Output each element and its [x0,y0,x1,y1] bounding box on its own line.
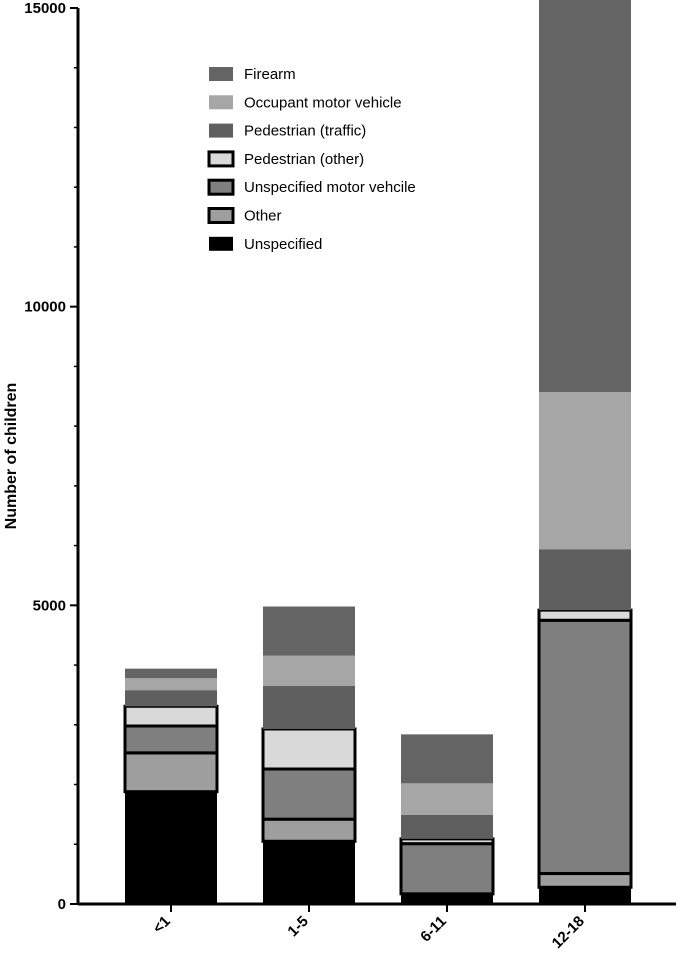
x-tick-label: <1 [150,913,174,937]
bar-segment-5-cat-1 [125,690,217,707]
axes-layer [76,8,676,906]
y-tick-label: 5000 [33,597,66,614]
y-tick-label: 0 [58,896,66,913]
bar-segment-6-cat-2 [263,655,355,686]
y-ticks: 0 5000 10000 15000 [24,0,78,913]
bar-segment-2-cat-2 [261,817,357,843]
legend-label: Firearm [244,66,296,83]
bar-segment-3-cat-4 [537,618,633,876]
bar-segment-6-cat-1 [125,678,217,691]
bar-segment-6-cat-3 [401,783,493,815]
bar-segment-2-cat-4 [537,872,633,889]
x-tick-label: 1-5 [284,913,311,940]
bar-segment-4-cat-1 [123,704,219,728]
legend-swatch [209,95,233,110]
bar-segment-4-cat-2 [261,727,357,771]
bar-segment-2-cat-1 [123,751,219,794]
legend-label: Other [244,208,282,225]
x-ticks: <1 1-5 6-11 12-18 [150,904,588,952]
legend-label: Occupant motor vehicle [244,94,402,111]
bar-segment-3-cat-2 [261,767,357,821]
y-tick-label: 10000 [24,299,66,316]
legend-label: Pedestrian (other) [244,151,364,168]
legend-swatch [209,123,233,138]
legend-swatch [207,150,235,168]
bar-segment-7-cat-3 [401,734,493,784]
bar-segment-4-cat-3 [399,837,495,846]
bar-segment-1-cat-1 [125,791,217,904]
legend-label: Unspecified motor vehcile [244,179,416,196]
bar-segment-1-cat-3 [401,893,493,904]
y-axis-title: Number of children [3,383,20,530]
bars-layer [123,0,633,904]
bar-segment-1-cat-4 [539,887,631,904]
legend-label: Pedestrian (traffic) [244,123,366,140]
bar-segment-5-cat-3 [401,814,493,839]
x-tick-label: 6-11 [417,913,450,946]
legend: Firearm Occupant motor vehicle Pedestrian … [207,66,416,253]
x-tick-label: 12-18 [549,913,588,952]
bar-segment-7-cat-1 [125,668,217,679]
bar-segment-7-cat-4 [539,0,631,393]
legend-swatch [209,67,233,81]
legend-swatch [207,178,235,196]
bar-segment-1-cat-2 [263,841,355,904]
legend-label: Unspecified [244,236,322,253]
bar-segment-5-cat-2 [263,685,355,729]
bar-segment-3-cat-3 [399,842,495,896]
bar-segment-4-cat-4 [537,608,633,622]
bar-segment-7-cat-2 [263,606,355,656]
bar-segment-3-cat-1 [123,724,219,755]
bar-segment-6-cat-4 [539,392,631,550]
legend-swatch [209,236,233,251]
y-tick-label: 15000 [24,0,66,17]
bar-segment-5-cat-4 [539,549,631,611]
legend-swatch [207,207,235,224]
